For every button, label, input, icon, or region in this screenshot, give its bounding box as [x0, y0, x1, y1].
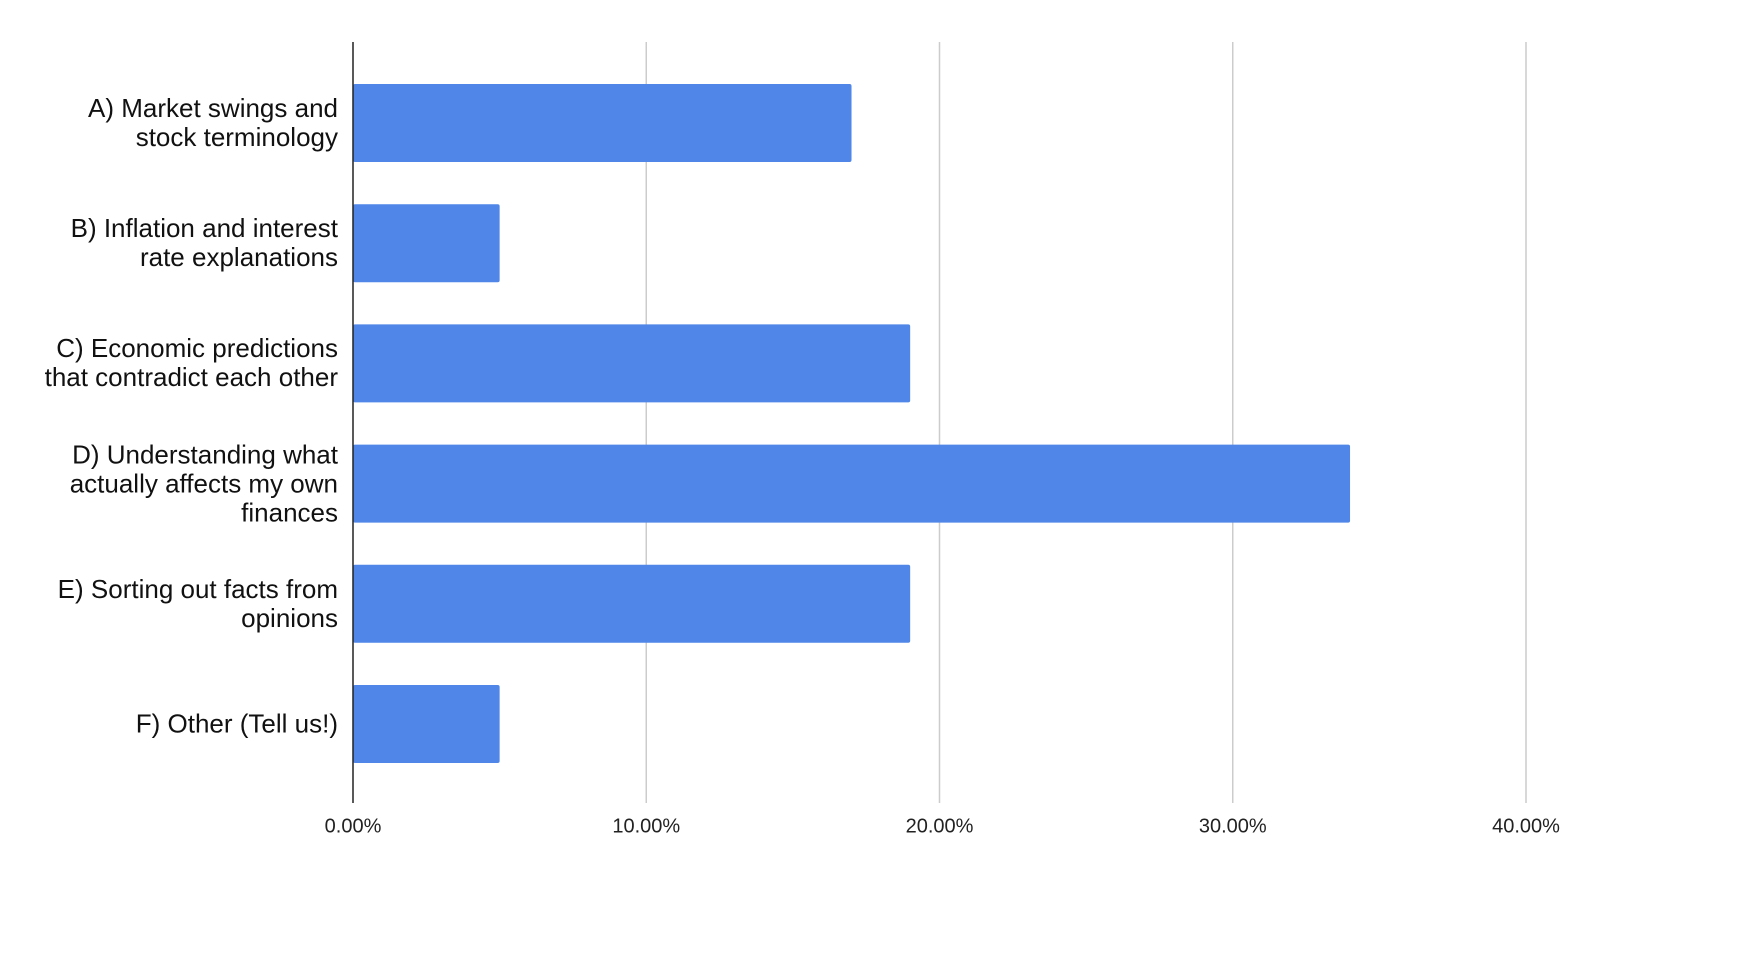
y-tick-label: E) Sorting out facts from opinions: [57, 573, 338, 633]
bar: [353, 444, 1351, 523]
x-tick-label: 0.00%: [325, 815, 382, 837]
x-tick-label: 30.00%: [1199, 815, 1267, 837]
bar: [353, 84, 852, 162]
bar: [353, 564, 911, 643]
x-tick-label: 10.00%: [612, 815, 680, 837]
y-tick-label: D) Understanding what actually affects m…: [69, 439, 338, 528]
y-tick-label: A) Market swings and stock terminology: [88, 93, 338, 152]
x-tick-label: 20.00%: [906, 815, 974, 837]
x-tick-label: 40.00%: [1492, 815, 1560, 837]
y-tick-label: F) Other (Tell us!): [135, 708, 338, 739]
y-tick-label: B) Inflation and interest rate explanati…: [70, 213, 338, 273]
bar: [353, 204, 500, 283]
y-tick-label: C) Economic predictions that contradict …: [44, 333, 338, 393]
bar: [353, 324, 911, 403]
bar: [353, 685, 500, 763]
